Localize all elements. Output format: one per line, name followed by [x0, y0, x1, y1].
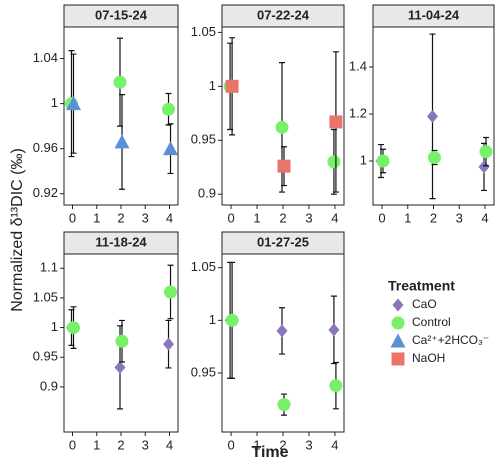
- point: [115, 334, 129, 348]
- y-tick-label: 0.9: [40, 378, 58, 393]
- y-tick-label: 1: [51, 319, 58, 334]
- y-tick-label: 0.92: [33, 185, 58, 200]
- x-tick-label: 1: [93, 437, 100, 452]
- plot-area: [221, 26, 345, 206]
- legend-marker: [392, 298, 404, 312]
- x-tick-label: 0: [378, 210, 385, 225]
- y-tick-label: 1.2: [349, 105, 367, 120]
- legend-title: Treatment: [388, 278, 455, 294]
- x-tick-label: 2: [279, 210, 286, 225]
- y-tick-label: 1: [360, 152, 367, 167]
- x-tick-label: 2: [430, 210, 437, 225]
- y-tick-label: 0.96: [33, 140, 58, 155]
- x-tick-label: 3: [305, 210, 312, 225]
- legend-marker: [391, 316, 405, 330]
- x-tick-label: 2: [117, 437, 124, 452]
- point: [277, 398, 291, 412]
- y-tick-label: 0.9: [198, 186, 216, 201]
- y-tick-label: 0.95: [191, 364, 216, 379]
- point: [225, 313, 239, 327]
- y-tick-label: 1: [51, 95, 58, 110]
- x-tick-label: 1: [253, 437, 260, 452]
- y-tick-label: 1.04: [33, 50, 58, 65]
- x-tick-label: 4: [166, 437, 173, 452]
- point: [478, 160, 490, 174]
- x-tick-label: 3: [142, 437, 149, 452]
- x-tick-label: 1: [93, 210, 100, 225]
- y-tick-label: 1.05: [33, 289, 58, 304]
- point: [329, 115, 343, 129]
- legend-label: NaOH: [412, 351, 445, 365]
- x-tick-label: 0: [227, 437, 234, 452]
- x-tick-label: 0: [69, 437, 76, 452]
- y-tick-label: 1.05: [191, 259, 216, 274]
- y-tick-label: 1.05: [191, 24, 216, 39]
- point: [225, 79, 239, 93]
- y-tick-label: 0.95: [33, 349, 58, 364]
- x-tick-label: 2: [279, 437, 286, 452]
- plot-area: [63, 26, 179, 206]
- x-tick-label: 2: [117, 210, 124, 225]
- x-tick-label: 4: [481, 210, 488, 225]
- panel-title: 01-27-25: [257, 234, 309, 249]
- point: [162, 102, 176, 116]
- legend-marker: [391, 352, 405, 366]
- x-tick-label: 0: [227, 210, 234, 225]
- x-tick-label: 4: [331, 437, 338, 452]
- panel-title: 11-04-24: [408, 7, 460, 22]
- point: [163, 141, 179, 156]
- x-tick-label: 0: [69, 210, 76, 225]
- y-axis-label: Normalized δ¹³DIC (‰): [9, 148, 26, 312]
- x-tick-label: 3: [305, 437, 312, 452]
- point: [65, 96, 81, 111]
- panel-title: 07-22-24: [257, 7, 310, 22]
- x-tick-label: 4: [331, 210, 338, 225]
- x-tick-label: 1: [404, 210, 411, 225]
- point: [328, 323, 340, 337]
- point: [376, 154, 390, 168]
- y-tick-label: 1: [209, 312, 216, 327]
- point: [113, 75, 127, 89]
- point: [114, 360, 126, 374]
- point: [275, 120, 289, 134]
- point: [479, 145, 493, 159]
- y-tick-label: 1.4: [349, 58, 367, 73]
- point: [329, 379, 343, 393]
- point: [428, 151, 441, 165]
- x-axis-label: Time: [251, 444, 288, 461]
- x-tick-label: 3: [456, 210, 463, 225]
- panel-title: 11-18-24: [95, 234, 147, 249]
- panel-title: 07-15-24: [95, 7, 148, 22]
- y-tick-label: 1: [209, 78, 216, 93]
- legend-label: CaO: [412, 297, 437, 311]
- point: [114, 134, 130, 149]
- point: [163, 337, 175, 351]
- legend-label: Control: [412, 315, 451, 329]
- point: [277, 159, 291, 173]
- point: [164, 285, 178, 299]
- y-tick-label: 1.1: [40, 260, 58, 275]
- y-tick-label: 0.95: [191, 132, 216, 147]
- legend-marker: [390, 333, 406, 348]
- x-tick-label: 1: [253, 210, 260, 225]
- point: [66, 321, 80, 335]
- point: [327, 155, 341, 169]
- point: [427, 109, 438, 123]
- x-tick-label: 4: [166, 210, 173, 225]
- point: [276, 324, 288, 338]
- x-tick-label: 3: [142, 210, 149, 225]
- legend-label: Ca²⁺+2HCO₃⁻: [412, 333, 489, 347]
